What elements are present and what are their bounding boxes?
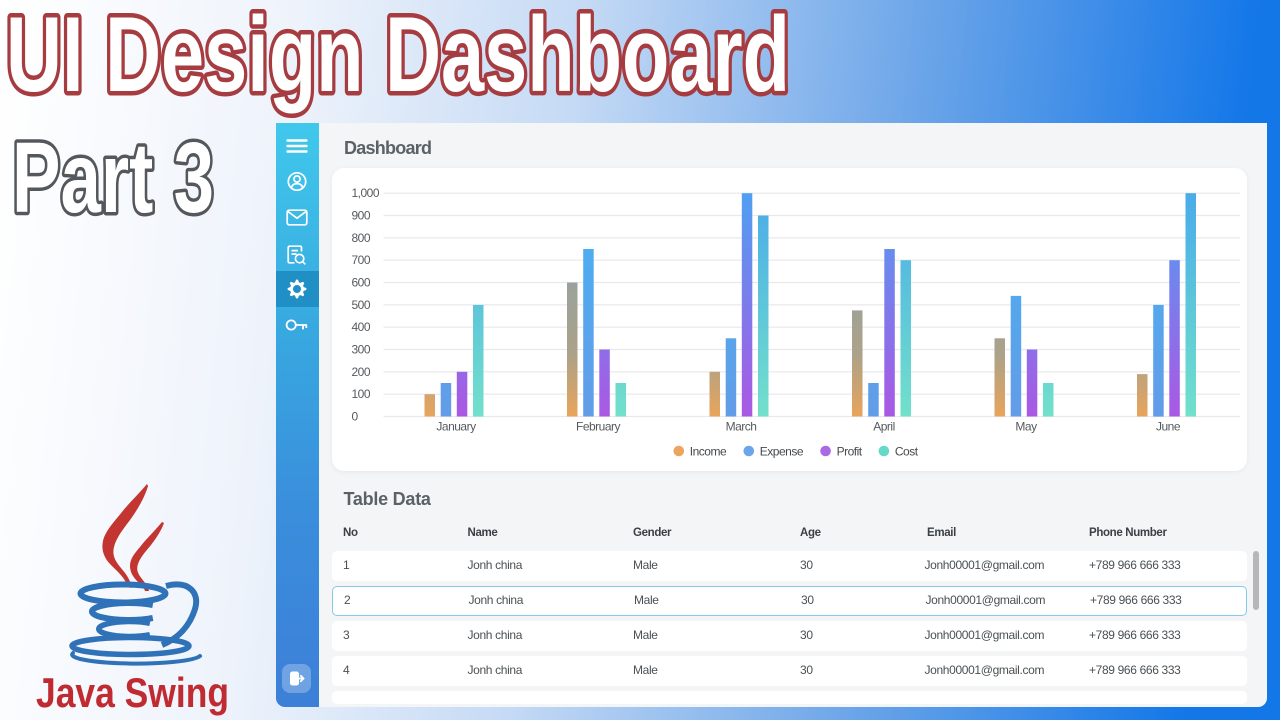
svg-text:Part 3: Part 3 — [12, 122, 214, 234]
svg-text:Java Swing: Java Swing — [36, 669, 229, 716]
svg-text:UI Design Dashboard: UI Design Dashboard — [6, 0, 790, 114]
